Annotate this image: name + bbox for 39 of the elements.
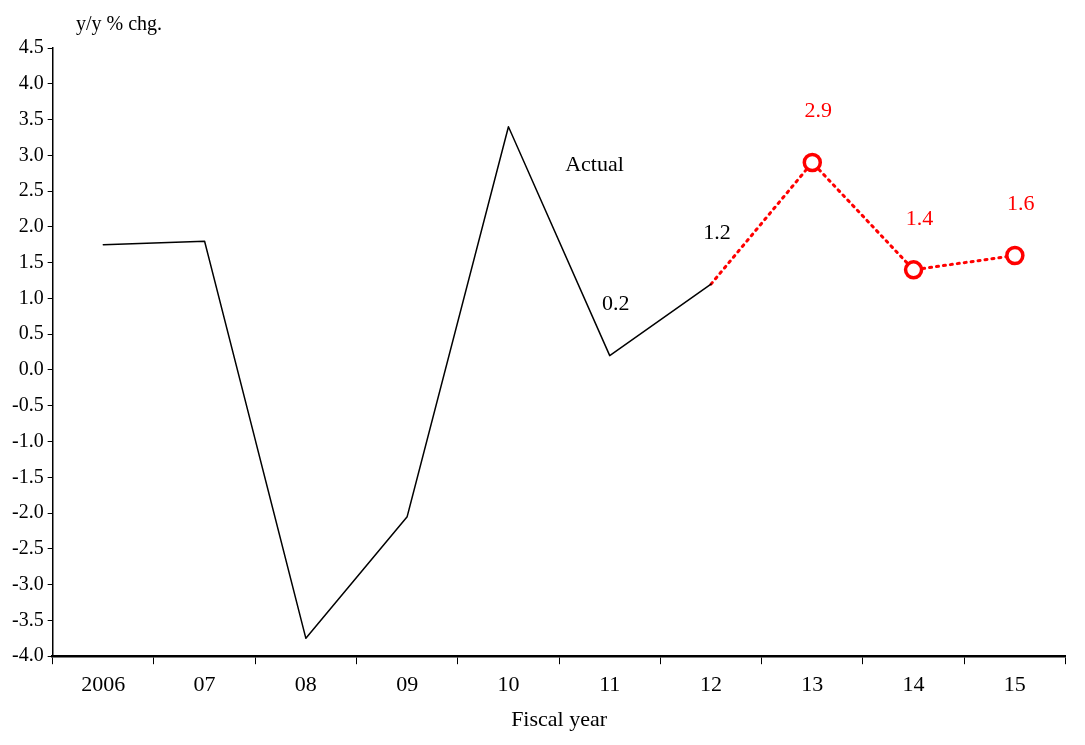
- x-tick-label: 09: [396, 671, 419, 697]
- y-axis-title: y/y % chg.: [76, 12, 163, 35]
- y-tick-label: 0.0: [18, 357, 44, 380]
- x-tick-label: 12: [700, 671, 723, 697]
- data-label: 2.9: [804, 97, 833, 123]
- data-label: 0.2: [601, 290, 630, 316]
- x-tick-label: 13: [801, 671, 824, 697]
- y-tick-label: -0.5: [11, 393, 44, 416]
- y-tick-label: 2.0: [18, 214, 44, 237]
- data-label: 1.2: [703, 218, 731, 244]
- y-tick-label: -3.0: [11, 571, 44, 594]
- data-label: 1.6: [1007, 190, 1035, 216]
- x-tick-label: 2006: [81, 671, 126, 697]
- y-tick-label: 3.0: [18, 142, 44, 165]
- point: [802, 152, 823, 173]
- y-tick-label: 2.5: [18, 178, 44, 201]
- x-tick-label: 07: [193, 671, 216, 697]
- y-tick-label: 4.0: [18, 71, 44, 94]
- y-tick-label: -4.0: [11, 643, 44, 666]
- x-tick-label: 14: [902, 671, 925, 697]
- x-axis-title: Fiscal year: [511, 705, 608, 731]
- series-label: Actual: [565, 151, 624, 177]
- y-tick-label: -2.0: [11, 500, 44, 523]
- point: [903, 260, 924, 280]
- x-tick-label: 08: [294, 671, 317, 697]
- y-tick-label: 4.5: [18, 35, 44, 58]
- y-tick-label: 0.5: [18, 321, 44, 344]
- data-label: 1.4: [905, 204, 934, 230]
- y-tick-label: -1.5: [11, 464, 44, 487]
- y-tick-label: -3.5: [11, 607, 44, 630]
- y-tick-label: -1.0: [11, 428, 44, 451]
- y-tick-label: 3.5: [18, 106, 44, 129]
- x-tick-label: 10: [497, 671, 520, 697]
- y-tick-label: -2.5: [11, 536, 44, 559]
- y-tick-label: 1.0: [18, 285, 44, 308]
- y-tick-label: 1.5: [18, 249, 44, 272]
- x-tick-label: 15: [1003, 671, 1026, 697]
- point: [1005, 245, 1025, 266]
- x-tick-label: 11: [599, 671, 621, 697]
